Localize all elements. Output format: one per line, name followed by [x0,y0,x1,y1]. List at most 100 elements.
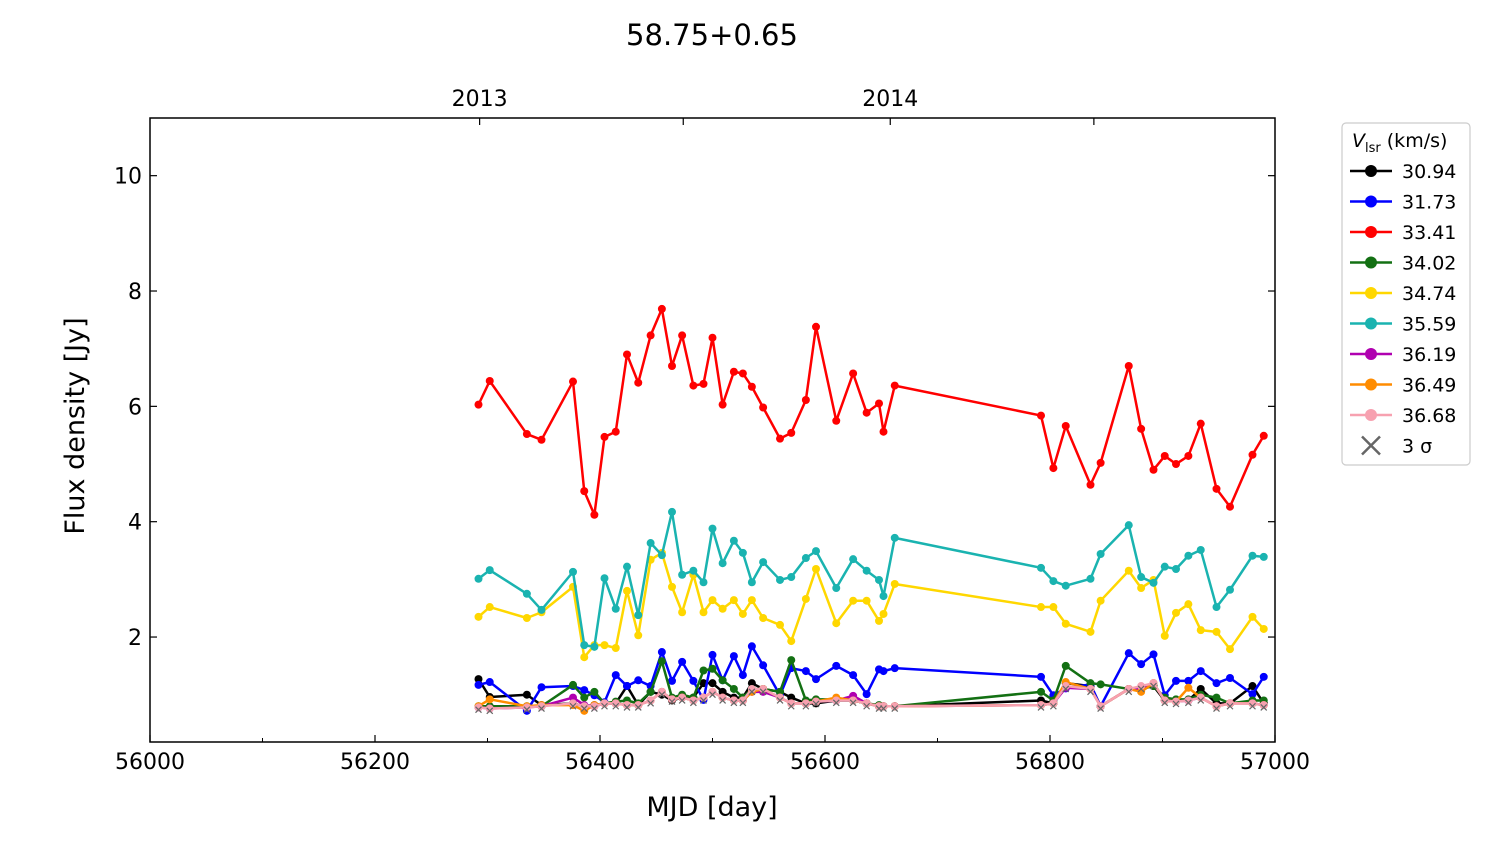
data-point [708,687,717,696]
data-point [718,693,727,702]
data-point [1096,680,1105,689]
data-point [668,582,676,591]
legend-label: 34.74 [1402,283,1456,305]
data-point [1149,578,1158,587]
data-point [862,408,871,417]
data-point [537,605,546,614]
data-point [1137,682,1146,691]
series-line [478,645,1265,713]
data-point [890,579,899,588]
data-point [708,333,717,342]
sigma-marker [776,697,784,704]
data-point [879,609,888,618]
legend-label: 35.59 [1402,314,1456,336]
data-point [580,693,589,702]
y-tick-label: 4 [128,511,142,536]
data-point [812,322,820,331]
data-point [1160,451,1169,460]
data-point [1149,650,1158,659]
data-point [1212,627,1221,636]
data-point [474,400,483,409]
data-point [1096,458,1105,467]
sigma-marker [475,706,482,714]
data-point [747,684,756,693]
data-point [1137,424,1146,433]
data-point [611,699,620,708]
data-point [689,676,698,685]
data-point [776,434,784,443]
y-tick-label: 2 [128,626,142,651]
data-point [738,548,747,557]
sigma-marker [759,688,767,696]
data-point [1137,584,1146,593]
data-point [1226,645,1234,654]
sigma-marker [730,699,738,707]
x-axis-label: MJD [day] [646,792,777,823]
data-point [1049,603,1058,612]
legend-label: 31.73 [1402,192,1456,214]
data-point [580,686,589,695]
sigma-marker [623,703,631,711]
data-point [1160,631,1169,640]
data-point [590,702,599,711]
data-point [862,690,871,699]
sigma-marker [678,697,686,704]
data-point [657,657,666,666]
data-point [646,687,655,696]
data-point [569,693,577,702]
data-point [776,575,784,584]
data-point [474,680,483,689]
data-point [668,695,676,704]
data-point [879,667,888,676]
data-point [1037,672,1045,681]
data-point [1096,549,1105,558]
data-point [1124,566,1133,575]
sigma-marker [658,691,666,699]
data-point [708,664,717,673]
data-point [522,430,531,439]
data-point [832,661,841,670]
x-tick-label: 56800 [1015,750,1085,775]
data-point [729,652,738,661]
data-point [1086,627,1095,636]
x-icon [1361,435,1381,456]
data-point [522,703,531,712]
data-point [678,657,687,666]
data-point [1184,696,1193,705]
data-point [747,382,756,391]
sigma-marker [1172,700,1180,708]
data-point [747,642,756,651]
data-point [522,690,531,699]
data-point [1124,361,1133,370]
data-point [678,693,687,702]
sigma-marker [523,706,531,714]
legend-label: 33.41 [1402,222,1456,244]
legend-item: 34.02 [1350,253,1456,275]
data-point [1212,679,1221,688]
data-point [485,376,494,385]
data-point [1172,460,1180,469]
data-point [634,631,643,640]
data-point [759,558,768,567]
data-point [1096,702,1105,711]
data-point [580,641,589,650]
legend-item: 36.19 [1350,344,1456,366]
data-point [590,510,599,519]
data-point [1226,699,1234,708]
sigma-marker [849,699,857,707]
sigma-marker [590,705,598,712]
data-point [759,684,768,693]
top-axis-label: 2013 [452,87,508,112]
data-point [1184,683,1193,692]
data-point [678,570,687,579]
data-point [1212,484,1221,493]
data-point [776,620,784,629]
data-point [657,304,666,313]
data-point [689,696,698,705]
data-point [1259,552,1268,561]
data-point [600,699,609,708]
data-point [890,664,899,673]
data-point [1226,502,1234,511]
data-point [729,596,738,605]
data-point [689,566,698,575]
